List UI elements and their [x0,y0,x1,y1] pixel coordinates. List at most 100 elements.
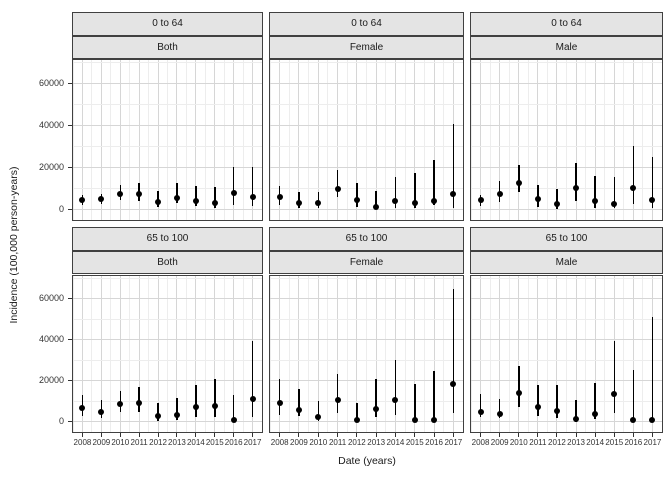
gridline-major-h [73,421,262,423]
error-bar [138,387,140,412]
point-marker [155,199,162,206]
x-tick-mark [433,433,435,437]
gridline-major-v [433,276,435,432]
panel-0to64-female [269,59,464,221]
error-bar [176,182,178,204]
gridline-major-v [575,60,577,220]
gridline-major-h [471,82,662,84]
gridline-minor-v [585,276,587,432]
error-bar [317,192,319,208]
point-marker [249,395,256,402]
facet-strip-sex: Female [269,35,464,59]
gridline-minor-v [471,60,472,220]
error-bar [214,379,216,418]
gridline-minor-v [223,60,225,220]
gridline-minor-h [73,103,262,105]
gridline-major-h [270,380,463,382]
gridline-minor-h [73,400,262,402]
point-marker [117,191,124,198]
x-tick-label: 2016 [425,438,443,447]
gridline-major-h [471,380,662,382]
x-tick-label: 2015 [205,438,224,447]
gridline-major-v [414,60,416,220]
gridline-minor-v [223,276,225,432]
gridline-major-v [317,276,319,432]
point-marker [79,197,86,203]
error-bar [651,156,654,208]
gridline-minor-h [270,359,463,361]
gridline-major-v [394,276,396,432]
gridline-major-h [270,339,463,341]
point-marker [334,397,341,404]
point-marker [276,194,283,201]
gridline-minor-v [642,60,644,220]
gridline-minor-h [471,400,662,402]
gridline-major-v [433,60,435,220]
gridline-minor-v [443,60,445,220]
gridline-major-v [518,60,520,220]
x-tick-mark [518,433,520,437]
facet-strip-sex: Male [470,250,663,274]
point-marker [79,404,86,411]
gridline-minor-h [270,187,463,189]
error-bar [594,176,596,208]
gridline-minor-v [423,60,425,220]
facet-strip-sex: Both [72,35,263,59]
point-marker [592,410,599,417]
gridline-minor-h [471,61,662,63]
gridline-major-h [270,82,463,84]
x-tick-mark [375,433,377,437]
gridline-minor-v [327,276,329,432]
gridline-minor-h [270,145,463,147]
gridline-minor-v [404,276,406,432]
gridline-major-h [73,208,262,210]
point-marker [315,414,322,421]
gridline-minor-v [566,276,567,432]
x-tick-label: 2009 [92,438,111,447]
x-tick-label: 2014 [586,438,605,447]
gridline-major-v [233,60,235,220]
gridline-minor-v [148,60,150,220]
x-tick-mark [279,433,281,437]
gridline-major-v [195,276,197,432]
panel-65to100-both [72,275,263,433]
gridline-minor-v [604,276,606,432]
error-bar [195,185,197,207]
error-bar [479,393,482,418]
gridline-major-v [214,60,216,220]
point-marker [353,417,360,424]
x-tick-mark [100,433,102,437]
gridline-minor-v [471,276,472,432]
point-marker [249,194,256,201]
error-bar [214,187,216,208]
x-tick-mark [298,433,300,437]
error-bar [414,384,416,422]
error-bar [556,384,558,419]
gridline-major-h [73,298,262,300]
error-bar [537,384,539,417]
y-tick-mark [68,166,72,168]
error-bar [613,341,615,413]
gridline-minor-v [366,60,367,220]
x-tick-mark [651,433,653,437]
gridline-minor-v [261,60,262,220]
x-tick-label: 2012 [347,438,366,447]
error-bar [356,182,358,207]
x-tick-label: 2014 [186,438,205,447]
x-tick-mark [119,433,121,437]
gridline-minor-h [270,103,463,105]
x-tick-mark [613,433,615,437]
gridline-major-v [317,60,319,220]
gridline-minor-v [73,276,74,432]
gridline-minor-h [471,145,662,147]
gridline-minor-h [471,359,662,361]
y-tick-mark [68,208,72,210]
point-marker [136,191,143,198]
gridline-major-h [471,124,662,126]
point-marker [450,381,457,388]
y-tick-label: 60000 [38,293,64,304]
y-tick-label: 40000 [38,119,64,130]
error-bar [336,374,339,413]
gridline-major-v [279,60,281,220]
point-marker [173,412,180,419]
